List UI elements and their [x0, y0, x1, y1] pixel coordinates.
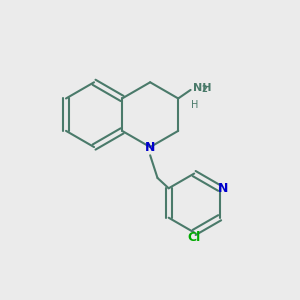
Text: 2: 2 — [201, 85, 207, 94]
Text: N: N — [218, 182, 228, 195]
Text: NH: NH — [193, 83, 212, 93]
Text: N: N — [145, 141, 155, 154]
Text: Cl: Cl — [188, 231, 201, 244]
Text: H: H — [191, 100, 198, 110]
